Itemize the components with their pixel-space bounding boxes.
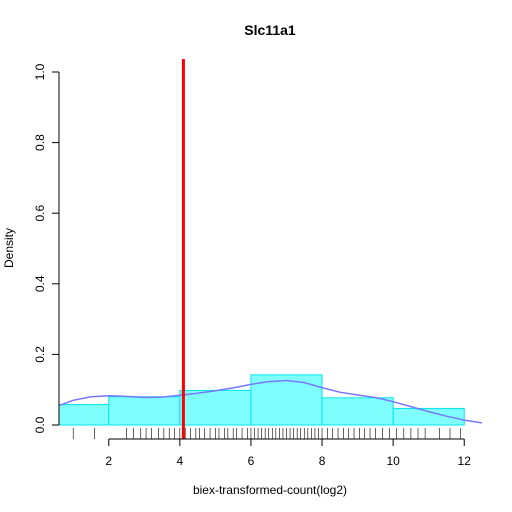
x-tick-label: 6	[248, 454, 255, 468]
y-tick-label: 0.6	[33, 205, 47, 222]
x-tick-label: 8	[319, 454, 326, 468]
y-tick-label: 0.4	[33, 275, 47, 292]
y-tick-label: 1.0	[33, 63, 47, 80]
y-tick-label: 0.0	[33, 416, 47, 433]
y-axis-label: Density	[2, 228, 16, 268]
chart-title: Slc11a1	[244, 22, 296, 38]
density-curve	[58, 379, 483, 424]
y-axis: 0.0 0.2 0.4 0.6 0.8 1.0	[33, 63, 60, 433]
histogram-bar-0	[58, 404, 110, 426]
histogram-bar-5	[392, 407, 465, 426]
x-tick-label: 4	[177, 454, 184, 468]
histogram-bars	[58, 374, 465, 426]
x-tick-label: 2	[105, 454, 112, 468]
histogram-bar-2	[179, 389, 252, 426]
x-tick-label: 10	[386, 454, 400, 468]
y-tick-label: 0.8	[33, 134, 47, 151]
y-tick-label: 0.2	[33, 346, 47, 363]
histogram-bar-4	[321, 397, 394, 426]
histogram-bar-1	[108, 396, 181, 426]
x-tick-label: 12	[458, 454, 472, 468]
x-axis-label: biex-transformed-count(log2)	[193, 483, 347, 497]
x-axis: 2 4 6 8 10 12	[105, 438, 472, 468]
rug-marks	[72, 428, 461, 439]
